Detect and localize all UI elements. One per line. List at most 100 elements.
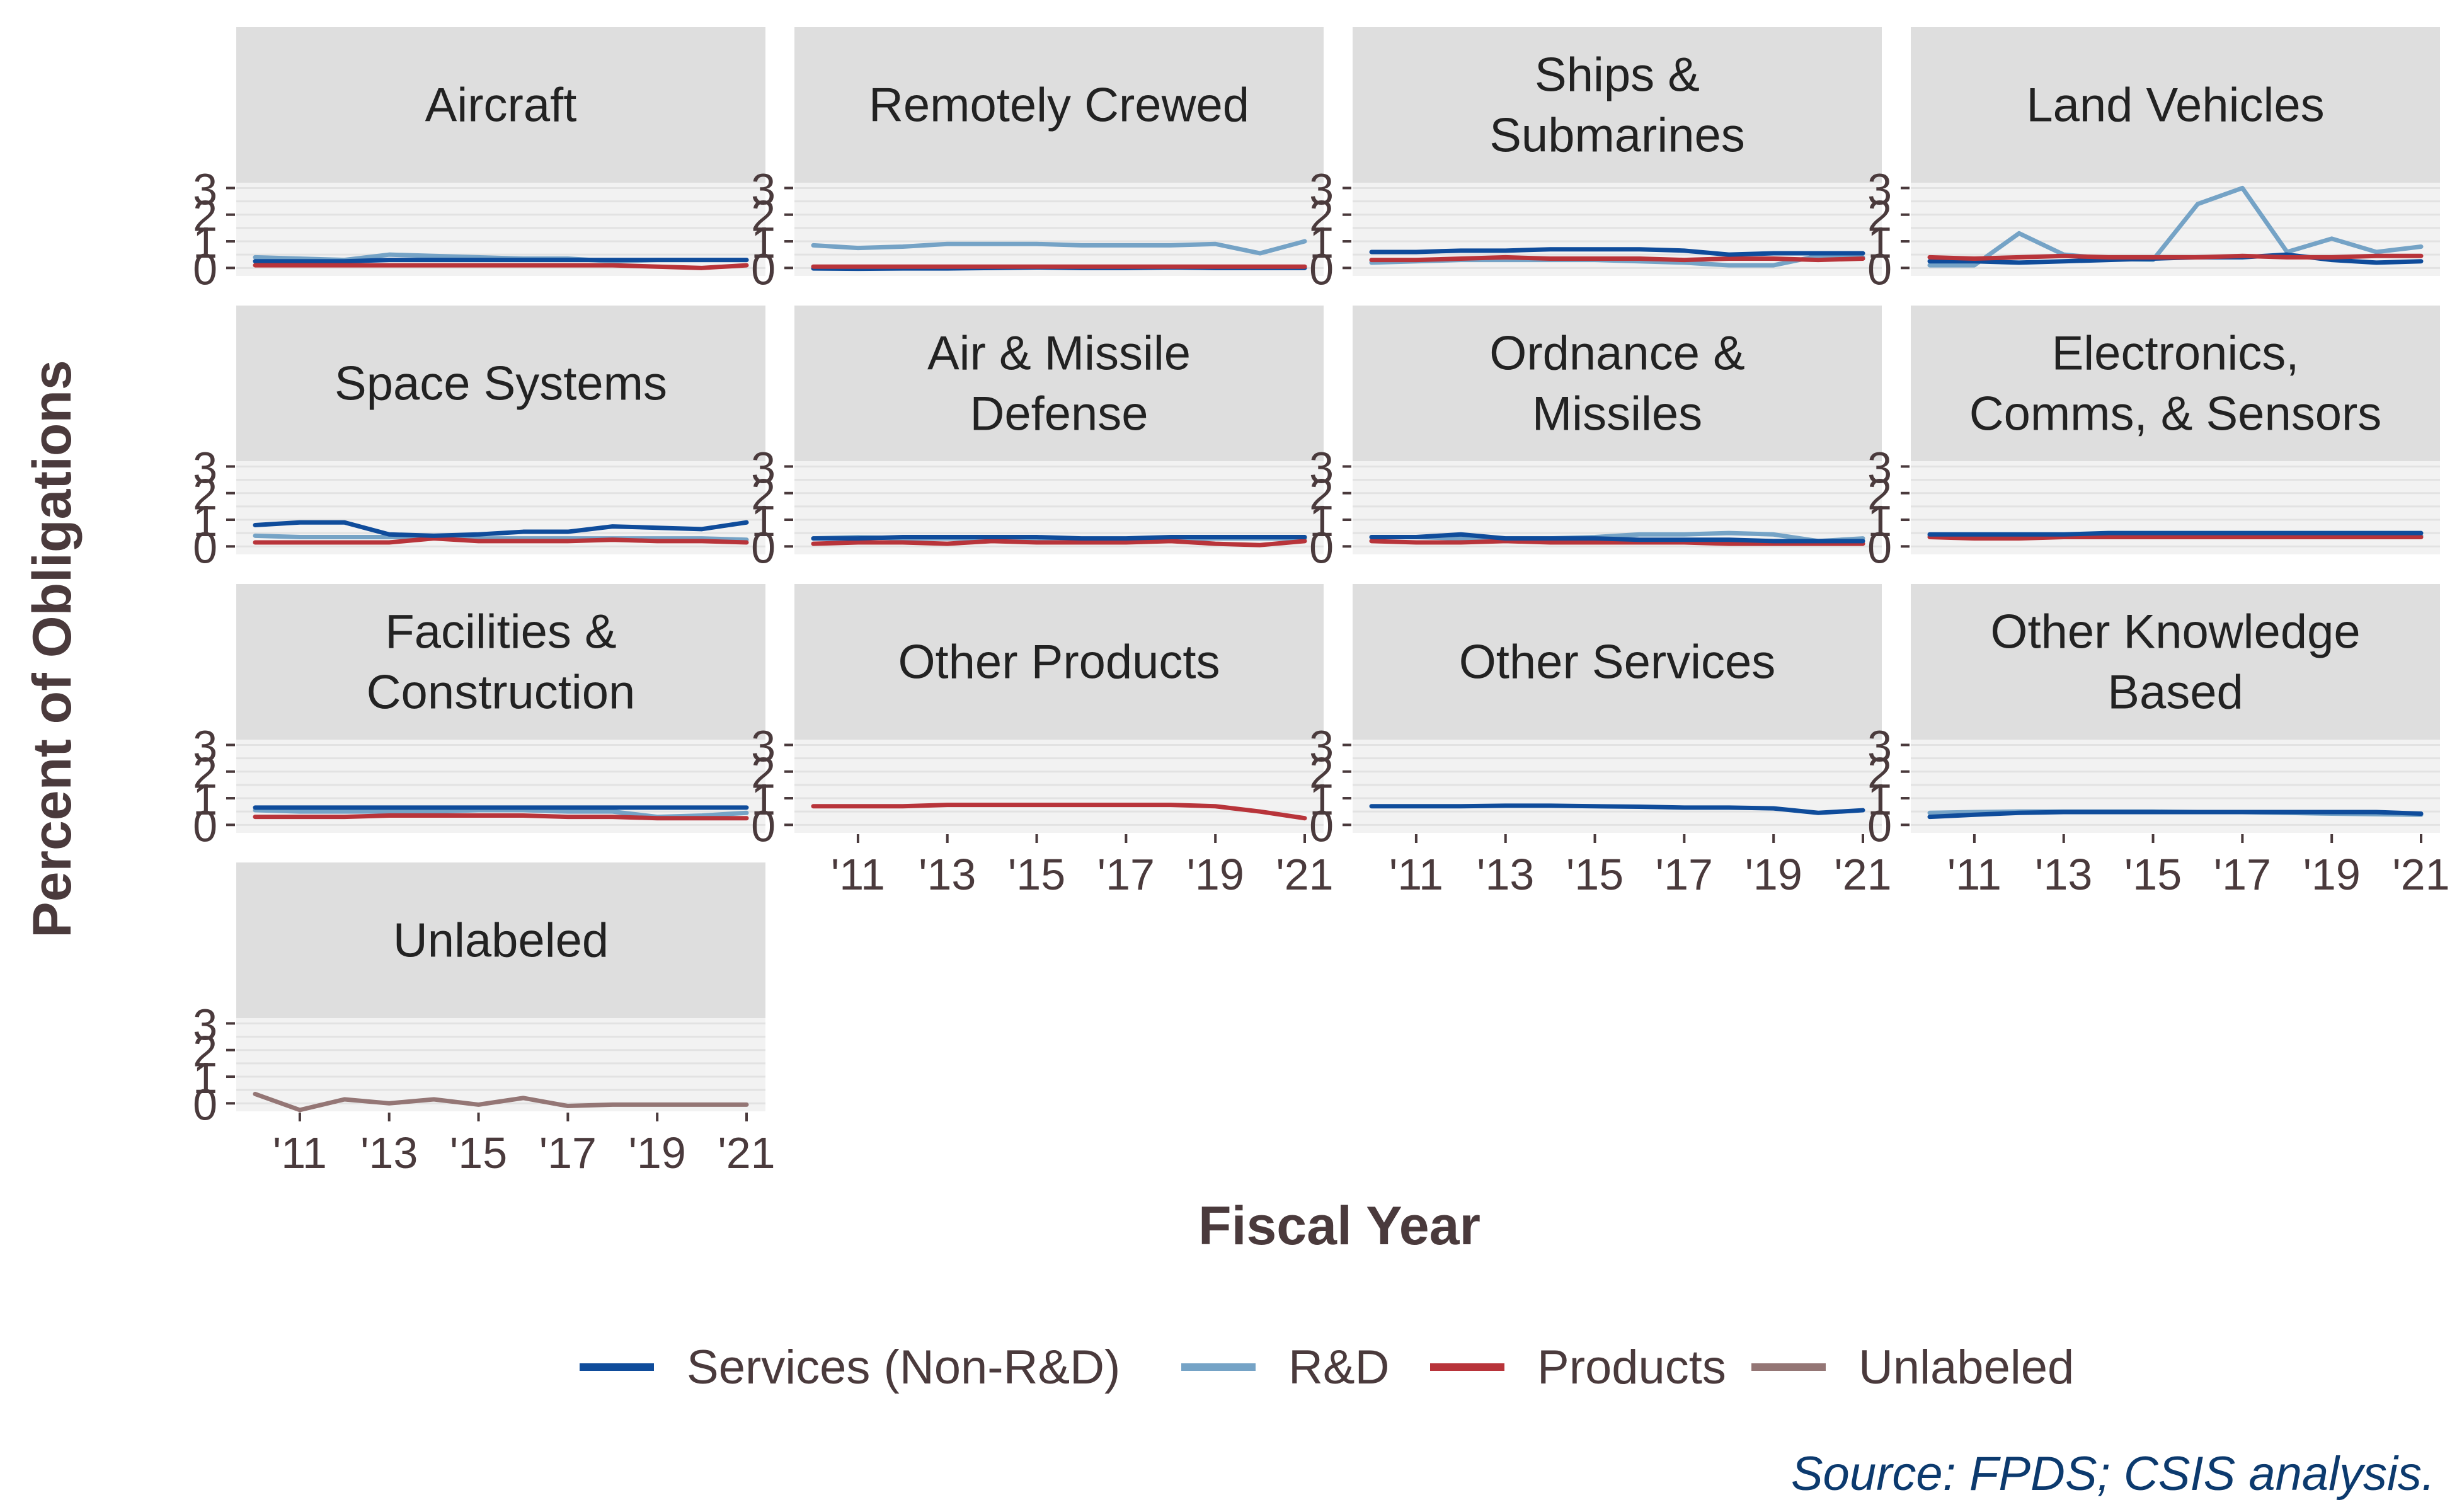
x-tick-label: '11 (1389, 850, 1443, 899)
y-tick-label: 1 (1309, 775, 1334, 824)
y-tick-label: 2 (751, 748, 776, 798)
x-tick-label: '17 (539, 1128, 597, 1177)
series-line-services (1927, 530, 2424, 537)
y-tick-label: 2 (1867, 470, 1892, 519)
facet-title: Facilities & (385, 605, 616, 659)
legend-label: Services (Non-R&D) (687, 1341, 1120, 1394)
x-tick-label: '15 (1008, 850, 1065, 899)
y-tick-label: 2 (193, 192, 217, 241)
y-tick-label: 3 (751, 164, 776, 214)
x-tick-label: '19 (1745, 850, 1802, 899)
x-tick-label: '15 (2124, 850, 2182, 899)
y-tick-label: 0 (1309, 244, 1334, 294)
series-line-services (1369, 803, 1865, 815)
y-tick-label: 1 (193, 775, 217, 824)
y-tick-label: 1 (193, 218, 217, 267)
facet-strip (236, 584, 765, 740)
y-tick-label: 2 (751, 192, 776, 241)
facet-title: Aircraft (425, 79, 577, 132)
y-tick-label: 3 (1867, 721, 1892, 770)
legend-label: R&D (1288, 1341, 1389, 1394)
facet-strip (794, 584, 1324, 740)
facet-strip (1911, 584, 2440, 740)
y-tick-label: 1 (1867, 218, 1892, 267)
facet-title: Construction (367, 666, 636, 719)
y-tick-label: 0 (1867, 801, 1892, 850)
y-tick-label: 0 (193, 1080, 217, 1129)
y-tick-label: 1 (751, 218, 776, 267)
facet-title: Submarines (1489, 109, 1745, 163)
x-tick-label: '21 (1834, 850, 1891, 899)
series-line-products (253, 263, 749, 270)
facet-title: Other Services (1459, 636, 1776, 689)
facet-strip (794, 306, 1324, 461)
y-tick-label: 3 (751, 443, 776, 492)
x-tick-label: '13 (919, 850, 976, 899)
x-axis-title: Fiscal Year (1198, 1196, 1480, 1256)
series-line-services (1927, 810, 2424, 820)
facet-title: Based (2107, 666, 2243, 719)
series-line-products (1369, 539, 1865, 546)
series-line-rd (1927, 185, 2424, 268)
y-tick-label: 2 (1309, 470, 1334, 519)
y-tick-label: 1 (1309, 218, 1334, 267)
x-tick-label: '11 (831, 850, 885, 899)
plot-background (1911, 740, 2440, 833)
y-tick-label: 2 (1309, 748, 1334, 798)
facet-strip (1353, 584, 1882, 740)
y-tick-label: 1 (193, 1053, 217, 1102)
x-tick-label: '11 (273, 1128, 327, 1177)
y-tick-label: 2 (193, 1027, 217, 1076)
x-tick-label: '21 (2392, 850, 2449, 899)
y-tick-label: 1 (1309, 496, 1334, 546)
series-line-products (1927, 535, 2424, 541)
legend-label: Unlabeled (1858, 1341, 2074, 1394)
y-tick-label: 1 (193, 496, 217, 546)
y-tick-label: 1 (751, 775, 776, 824)
y-axis-title: Percent of Obligations (22, 360, 83, 937)
x-tick-label: '13 (2035, 850, 2092, 899)
series-line-products (253, 813, 749, 821)
series-line-services (1369, 532, 1865, 544)
legend: Services (Non-R&D) R&D Products Unlabeled (580, 1341, 2074, 1394)
x-tick-label: '17 (1656, 850, 1713, 899)
y-tick-label: 3 (1309, 164, 1334, 214)
plot-background (236, 1018, 765, 1111)
facet-title: Other Knowledge (1990, 605, 2360, 659)
facet-strip (1911, 306, 2440, 461)
y-tick-label: 3 (193, 443, 217, 492)
facet-strip (794, 27, 1324, 183)
facet-title: Ordnance & (1489, 327, 1745, 381)
legend-label: Products (1537, 1341, 1726, 1394)
x-tick-label: '21 (1276, 850, 1333, 899)
facet-title: Missiles (1532, 387, 1702, 441)
y-tick-label: 0 (751, 523, 776, 572)
series-line-services (811, 535, 1307, 541)
plot-background (794, 183, 1324, 276)
x-tick-label: '19 (1187, 850, 1244, 899)
y-tick-label: 3 (193, 721, 217, 770)
x-tick-label: '11 (1947, 850, 2002, 899)
facet-title: Remotely Crewed (869, 79, 1249, 132)
x-tick-label: '17 (2214, 850, 2271, 899)
y-tick-label: 2 (1867, 748, 1892, 798)
plot-background (794, 740, 1324, 833)
x-tick-label: '17 (1097, 850, 1155, 899)
facet-title: Space Systems (335, 357, 667, 411)
facet-strip (236, 862, 765, 1018)
facet-title: Defense (970, 387, 1148, 441)
series-line-products (1927, 253, 2424, 261)
plot-background (1353, 740, 1882, 833)
series-line-services (1369, 247, 1865, 257)
y-tick-label: 0 (1867, 523, 1892, 572)
y-tick-label: 1 (1867, 496, 1892, 546)
y-tick-label: 3 (193, 1000, 217, 1049)
